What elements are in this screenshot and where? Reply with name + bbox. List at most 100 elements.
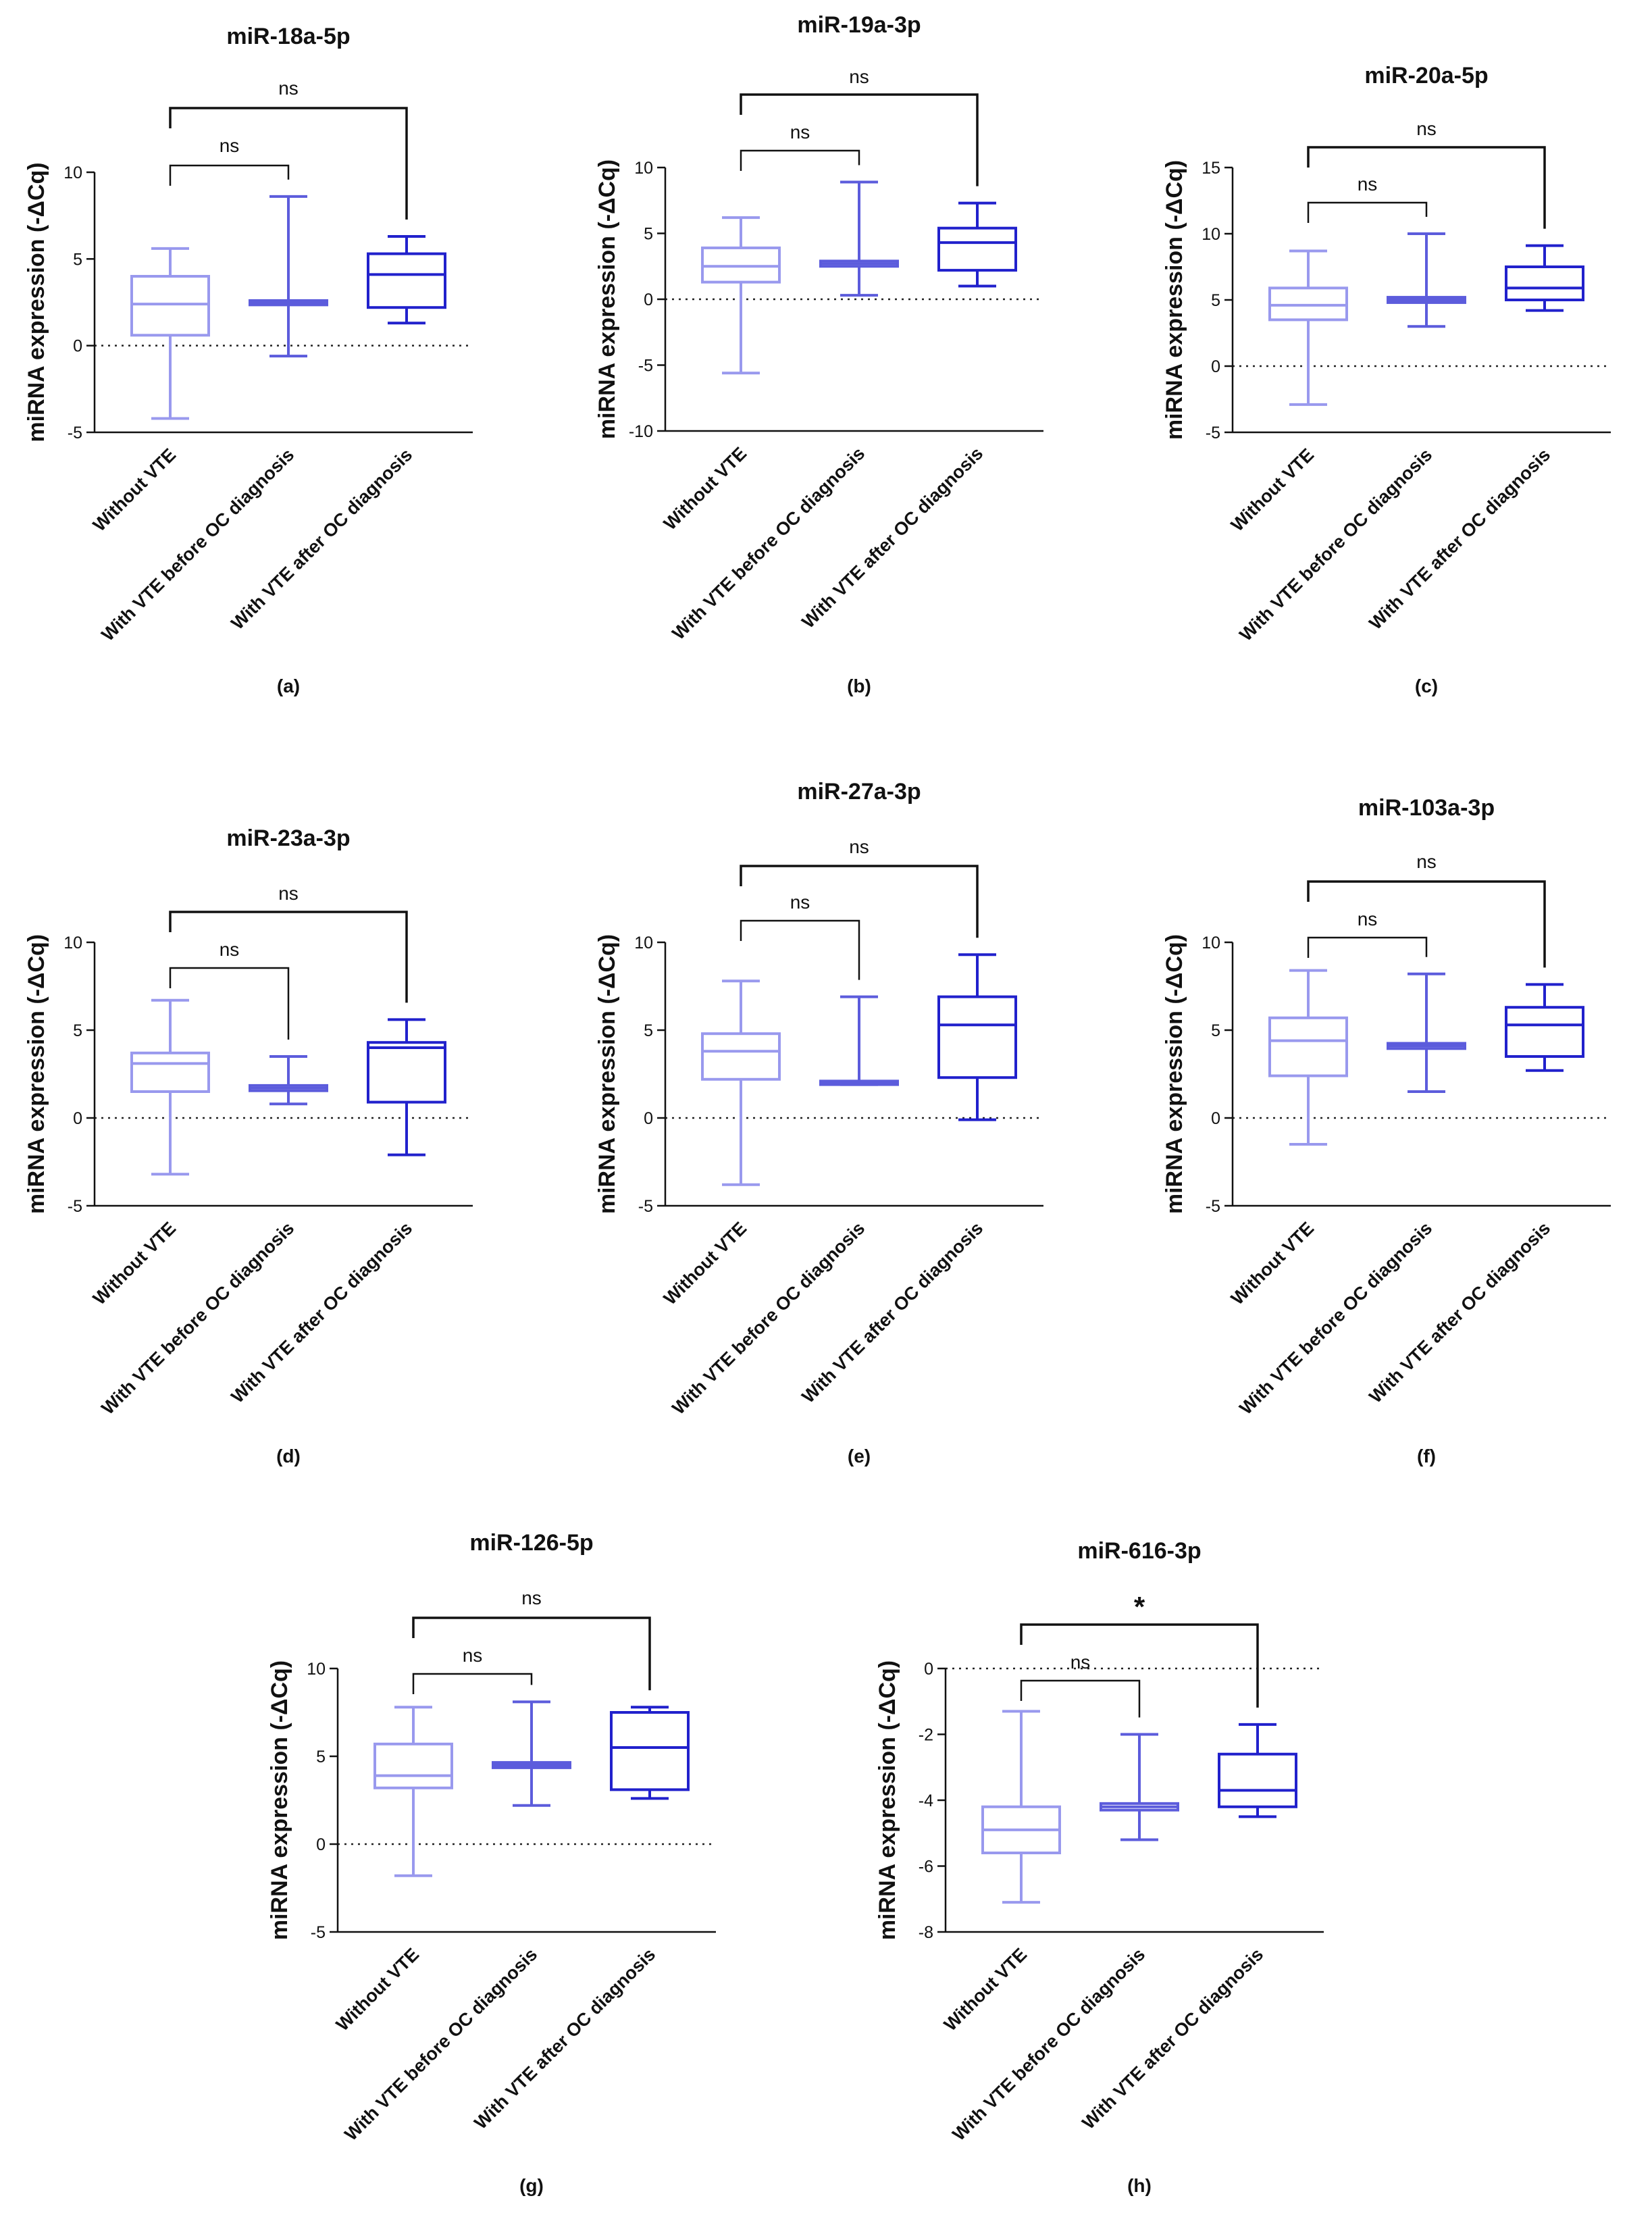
chart-panel-7: miR-126-5p -5 0 5 10 miRNA expression (-ΔCq) n…: [267, 1530, 716, 2196]
y-tick-label: -5: [638, 357, 653, 376]
panel-label: (b): [847, 676, 871, 696]
x-category-label: With VTE before OC diagnosis: [1235, 1218, 1436, 1419]
chart-title: miR-20a-5p: [1364, 63, 1488, 88]
box-group-3: [1218, 1723, 1297, 1818]
y-axis-label: miRNA expression (-ΔCq): [594, 934, 620, 1214]
y-tick-label: -8: [919, 1923, 933, 1942]
box-iqr: [937, 995, 1017, 1079]
y-tick-label: -5: [68, 424, 82, 442]
box-group-1: [1268, 249, 1348, 406]
y-axis-label: miRNA expression (-ΔCq): [594, 159, 620, 439]
box-group-3: [367, 234, 446, 325]
y-tick-label: 10: [1202, 225, 1220, 244]
x-category-label: Without VTE: [1227, 444, 1318, 536]
significance-bracket: [1307, 936, 1428, 958]
x-category-label: Without VTE: [660, 443, 751, 534]
y-tick-label: 10: [307, 1660, 326, 1679]
y-axis-label: miRNA expression (-ΔCq): [1162, 934, 1187, 1214]
significance-label: ns: [1358, 174, 1378, 195]
significance-label: ns: [463, 1645, 483, 1666]
chart-title: miR-19a-3p: [797, 12, 921, 38]
box-group-2: [819, 180, 899, 297]
panel-label: (c): [1415, 676, 1438, 696]
panel-label: (h): [1127, 2175, 1152, 2196]
box-iqr: [1505, 265, 1584, 301]
box-group-1: [373, 1706, 453, 1877]
significance-label: ns: [1416, 118, 1437, 139]
box-group-1: [130, 998, 210, 1176]
y-tick-label: 10: [63, 934, 82, 952]
significance-label: ns: [849, 836, 869, 857]
panel-label: (e): [848, 1446, 871, 1467]
chart-title: miR-27a-3p: [797, 779, 921, 805]
box-iqr: [1505, 1006, 1584, 1058]
box-iqr: [937, 226, 1017, 272]
significance-label: ns: [521, 1587, 542, 1608]
box-group-2: [249, 195, 328, 358]
significance-label: ns: [1416, 851, 1437, 872]
y-tick-label: -5: [68, 1197, 82, 1216]
box-group-3: [367, 1018, 446, 1156]
significance-label: ns: [849, 66, 869, 87]
y-tick-label: -2: [919, 1726, 933, 1745]
box-group-2: [1100, 1733, 1179, 1841]
x-category-label: Without VTE: [89, 444, 180, 536]
box-group-3: [1505, 983, 1584, 1072]
y-tick-label: -5: [638, 1197, 653, 1216]
significance-bracket: [412, 1673, 533, 1694]
x-category-label: With VTE before OC diagnosis: [948, 1944, 1149, 2145]
significance-label: ns: [790, 122, 810, 143]
x-category-label: Without VTE: [1227, 1218, 1318, 1309]
significance-bracket: [740, 865, 979, 938]
panel-label: (a): [277, 676, 300, 696]
x-category-label: Without VTE: [332, 1944, 423, 2035]
box-group-1: [701, 216, 781, 375]
significance-label: *: [1134, 1591, 1145, 1623]
box-group-2: [819, 995, 899, 1086]
box-iqr: [130, 275, 210, 337]
y-tick-label: 0: [73, 337, 82, 356]
panel-label: (g): [519, 2175, 544, 2196]
box-iqr: [701, 1032, 781, 1081]
chart-title: miR-126-5p: [469, 1530, 593, 1556]
significance-bracket: [169, 107, 408, 220]
box-group-3: [1505, 244, 1584, 312]
significance-bracket: [740, 93, 979, 186]
y-tick-label: -5: [311, 1923, 326, 1942]
significance-bracket: [1020, 1679, 1141, 1718]
significance-bracket: [1307, 201, 1428, 223]
y-tick-label: 0: [1211, 1109, 1220, 1128]
box-group-2: [1387, 232, 1466, 328]
box-group-1: [130, 247, 210, 420]
box-group-3: [937, 953, 1017, 1121]
x-category-label: With VTE before OC diagnosis: [97, 444, 298, 645]
significance-bracket: [169, 967, 290, 1040]
y-axis-label: miRNA expression (-ΔCq): [875, 1660, 900, 1940]
box-iqr: [130, 1051, 210, 1094]
x-category-label: With VTE before OC diagnosis: [97, 1218, 298, 1419]
box-group-1: [981, 1710, 1061, 1904]
chart-panel-1: miR-18a-5p -5 0 5 10 miRNA expression (-ΔCq) n…: [24, 24, 473, 696]
y-tick-label: 0: [924, 1660, 933, 1679]
significance-label: ns: [1358, 909, 1378, 929]
chart-panel-5: miR-27a-3p -5 0 5 10 miRNA expression (-ΔCq) n…: [594, 779, 1043, 1467]
y-tick-label: 10: [634, 934, 653, 952]
y-tick-label: 0: [316, 1835, 326, 1854]
y-axis-label: miRNA expression (-ΔCq): [1162, 160, 1187, 440]
significance-bracket: [740, 919, 860, 980]
significance-label: ns: [790, 892, 810, 913]
y-tick-label: 0: [1211, 357, 1220, 376]
y-tick-label: 15: [1202, 159, 1220, 178]
x-category-label: With VTE before OC diagnosis: [668, 443, 869, 644]
box-iqr: [373, 1742, 453, 1789]
y-tick-label: 0: [644, 1109, 653, 1128]
y-tick-label: -4: [919, 1791, 933, 1810]
chart-panel-8: miR-616-3p -8 -6 -4 -2 0 miRNA expression (-ΔC…: [875, 1538, 1324, 2196]
x-category-label: With VTE before OC diagnosis: [668, 1218, 869, 1419]
box-group-3: [610, 1706, 690, 1800]
y-axis-label: miRNA expression (-ΔCq): [24, 934, 49, 1214]
significance-bracket: [169, 911, 408, 1003]
y-tick-label: 5: [644, 225, 653, 244]
box-iqr: [1218, 1752, 1297, 1808]
